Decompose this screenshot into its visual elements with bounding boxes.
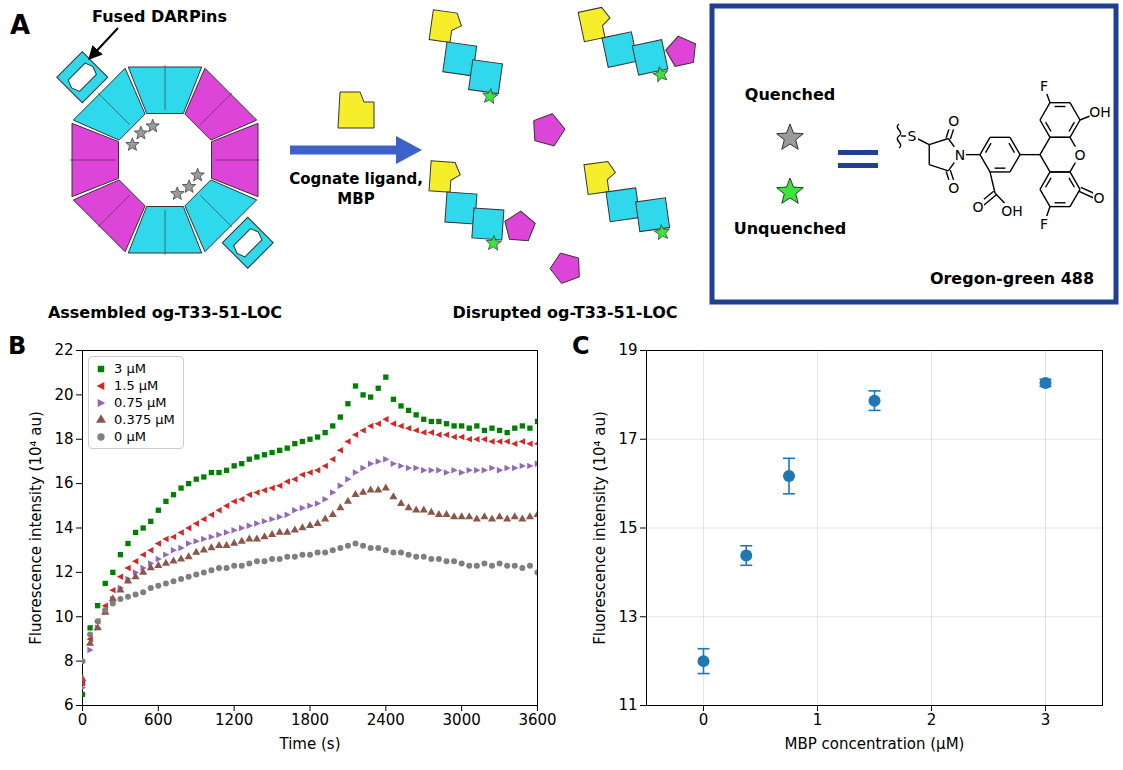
svg-text:6: 6 bbox=[64, 696, 74, 714]
svg-text:Cognate ligand,: Cognate ligand, bbox=[289, 170, 423, 188]
svg-text:1: 1 bbox=[813, 711, 823, 729]
svg-text:15: 15 bbox=[618, 519, 637, 537]
svg-text:1800: 1800 bbox=[291, 711, 329, 729]
svg-text:0: 0 bbox=[78, 711, 88, 729]
html-text:0.375 μM: 0.375 μM bbox=[114, 412, 175, 427]
svg-text:0: 0 bbox=[699, 711, 709, 729]
html-text:0.75 μM: 0.75 μM bbox=[114, 395, 167, 410]
svg-text:3: 3 bbox=[1041, 711, 1051, 729]
svg-text:Oregon-green 488: Oregon-green 488 bbox=[930, 269, 1094, 288]
svg-text:12: 12 bbox=[54, 563, 73, 581]
svg-text:16: 16 bbox=[54, 474, 73, 492]
svg-text:O: O bbox=[972, 199, 983, 215]
svg-text:10: 10 bbox=[54, 608, 73, 626]
svg-text:2: 2 bbox=[927, 711, 937, 729]
html-text:0 μM: 0 μM bbox=[114, 429, 146, 444]
svg-text:600: 600 bbox=[144, 711, 173, 729]
svg-text:3600: 3600 bbox=[518, 711, 556, 729]
svg-text:N: N bbox=[955, 147, 965, 163]
svg-text:Fluorescence intensity (10⁴ au: Fluorescence intensity (10⁴ au) bbox=[591, 411, 609, 645]
svg-text:O: O bbox=[948, 180, 959, 196]
svg-text:OH: OH bbox=[1089, 104, 1111, 120]
svg-text:O: O bbox=[1093, 190, 1104, 206]
svg-text:S: S bbox=[908, 128, 917, 144]
svg-text:F: F bbox=[1040, 78, 1048, 94]
svg-text:O: O bbox=[1074, 147, 1085, 163]
svg-text:1200: 1200 bbox=[215, 711, 253, 729]
svg-text:18: 18 bbox=[54, 430, 73, 448]
svg-text:14: 14 bbox=[54, 519, 73, 537]
svg-text:Fluorescence intensity (10⁴ au: Fluorescence intensity (10⁴ au) bbox=[27, 411, 45, 645]
html-text:B: B bbox=[8, 332, 27, 360]
svg-text:MBP concentration (μM): MBP concentration (μM) bbox=[785, 735, 965, 753]
svg-text:F: F bbox=[1040, 216, 1048, 232]
svg-text:19: 19 bbox=[618, 341, 637, 359]
svg-text:17: 17 bbox=[618, 430, 637, 448]
svg-text:11: 11 bbox=[618, 696, 637, 714]
html-text:3 μM: 3 μM bbox=[114, 361, 146, 376]
svg-text:Unquenched: Unquenched bbox=[734, 219, 847, 238]
html-text:1.5 μM: 1.5 μM bbox=[114, 378, 159, 393]
svg-text:2400: 2400 bbox=[367, 711, 405, 729]
svg-text:8: 8 bbox=[64, 652, 74, 670]
svg-text:Disrupted og-T33-51-LOC: Disrupted og-T33-51-LOC bbox=[453, 303, 678, 322]
svg-text:3000: 3000 bbox=[443, 711, 481, 729]
svg-text:Fused DARPins: Fused DARPins bbox=[92, 7, 227, 26]
svg-text:22: 22 bbox=[54, 341, 73, 359]
svg-text:OH: OH bbox=[1001, 203, 1023, 219]
svg-text:Time (s): Time (s) bbox=[279, 735, 341, 753]
svg-text:A: A bbox=[10, 10, 30, 40]
svg-text:MBP: MBP bbox=[337, 190, 374, 208]
svg-text:20: 20 bbox=[54, 386, 73, 404]
svg-text:O: O bbox=[948, 113, 959, 129]
svg-text:Assembled og-T33-51-LOC: Assembled og-T33-51-LOC bbox=[48, 303, 282, 322]
svg-text:13: 13 bbox=[618, 608, 637, 626]
svg-text:Quenched: Quenched bbox=[745, 85, 835, 104]
html-text:C: C bbox=[572, 332, 590, 360]
